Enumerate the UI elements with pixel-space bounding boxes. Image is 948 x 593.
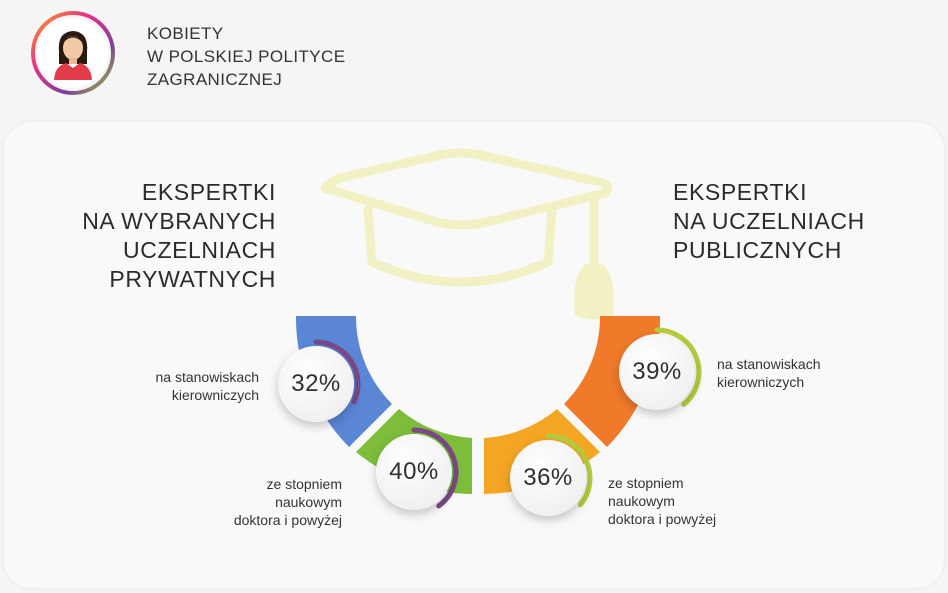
label-line: ze stopniem bbox=[266, 476, 342, 492]
header-title: KOBIETY W POLSKIEJ POLITYCE ZAGRANICZNEJ bbox=[147, 22, 345, 91]
right-heading-line: NA UCZELNIACH bbox=[673, 208, 865, 234]
label-line: doktora i powyżej bbox=[608, 511, 717, 527]
left-top-label: na stanowiskach kierowniczych bbox=[155, 368, 259, 404]
progress-arc-right-top bbox=[654, 327, 702, 407]
progress-arc-right-bottom bbox=[545, 433, 593, 508]
progress-arc-left-top bbox=[313, 339, 361, 405]
percent-circle-right-bottom: 36% bbox=[510, 440, 586, 516]
left-heading: EKSPERTKI NA WYBRANYCH UCZELNIACH PRYWAT… bbox=[82, 178, 276, 294]
right-heading-line: EKSPERTKI bbox=[673, 179, 808, 205]
woman-avatar-icon bbox=[31, 11, 115, 95]
right-heading: EKSPERTKI NA UCZELNIACH PUBLICZNYCH bbox=[673, 178, 865, 265]
label-line: ze stopniem bbox=[608, 475, 684, 491]
header-title-line: KOBIETY bbox=[147, 24, 224, 43]
left-heading-line: EKSPERTKI bbox=[141, 179, 276, 205]
header: KOBIETY W POLSKIEJ POLITYCE ZAGRANICZNEJ bbox=[0, 0, 948, 110]
right-top-label: na stanowiskach kierowniczych bbox=[717, 355, 821, 391]
percent-circle-left-bottom: 40% bbox=[376, 434, 452, 510]
percent-circle-right-top: 39% bbox=[619, 334, 695, 410]
label-line: na stanowiskach bbox=[717, 356, 821, 372]
left-heading-line: NA WYBRANYCH bbox=[82, 208, 276, 234]
progress-arc-left-bottom bbox=[411, 427, 459, 509]
infographic-panel bbox=[4, 122, 944, 588]
label-line: kierowniczych bbox=[717, 374, 805, 390]
left-heading-line: UCZELNIACH bbox=[123, 237, 276, 263]
left-bottom-label: ze stopniem naukowym doktora i powyżej bbox=[234, 475, 342, 529]
percent-circle-left-top: 32% bbox=[278, 346, 354, 422]
right-heading-line: PUBLICZNYCH bbox=[673, 237, 842, 263]
label-line: na stanowiskach bbox=[155, 369, 259, 385]
label-line: naukowym bbox=[608, 493, 675, 509]
right-bottom-label: ze stopniem naukowym doktora i powyżej bbox=[608, 474, 716, 528]
label-line: naukowym bbox=[275, 494, 342, 510]
label-line: kierowniczych bbox=[171, 387, 259, 403]
label-line: doktora i powyżej bbox=[233, 512, 342, 528]
left-heading-line: PRYWATNYCH bbox=[109, 266, 276, 292]
header-title-line: ZAGRANICZNEJ bbox=[147, 70, 283, 89]
header-title-line: W POLSKIEJ POLITYCE bbox=[147, 47, 346, 66]
graduation-cap-icon bbox=[320, 148, 614, 320]
